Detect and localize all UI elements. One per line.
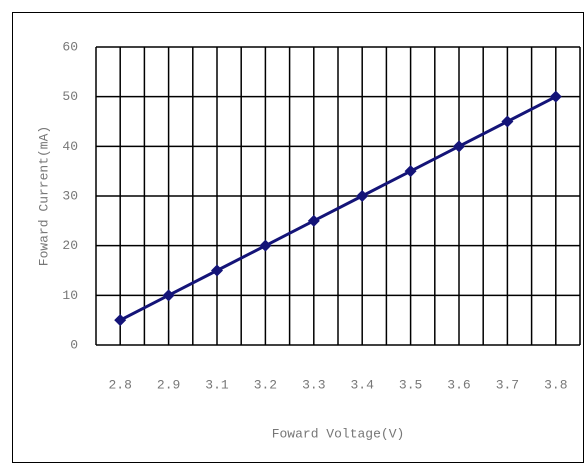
y-tick-label: 50 [62,89,78,104]
point-marker [211,264,223,277]
y-tick-label: 60 [62,39,78,54]
x-tick-label: 3.2 [254,377,277,392]
point-marker [453,140,465,153]
y-tick-label: 0 [70,337,78,352]
series-line [119,95,557,322]
x-tick-label: 3.6 [447,377,470,392]
x-tick-label: 3.3 [302,377,325,392]
y-tick-label: 10 [62,288,78,303]
x-tick-label: 3.7 [496,377,519,392]
point-marker [114,314,127,327]
y-tick-label: 20 [62,238,78,253]
y-axis-label: Foward Current(mA) [36,126,51,266]
x-tick-label: 3.4 [350,377,374,392]
x-tick-label: 3.5 [399,377,422,392]
y-tick-label: 40 [62,139,78,154]
point-marker [162,289,175,302]
x-tick-label: 3.8 [544,377,567,392]
x-tick-label: 3.1 [205,377,229,392]
y-tick-label: 30 [62,188,78,203]
x-tick-label: 2.9 [157,377,180,392]
x-axis-label: Foward Voltage(V) [272,426,405,441]
point-marker [307,214,320,227]
point-marker [404,165,417,178]
point-marker [356,190,369,202]
point-marker [259,239,272,252]
point-marker [549,90,562,103]
frame [12,12,584,463]
x-tick-label: 2.8 [108,377,131,392]
point-marker [501,115,514,128]
